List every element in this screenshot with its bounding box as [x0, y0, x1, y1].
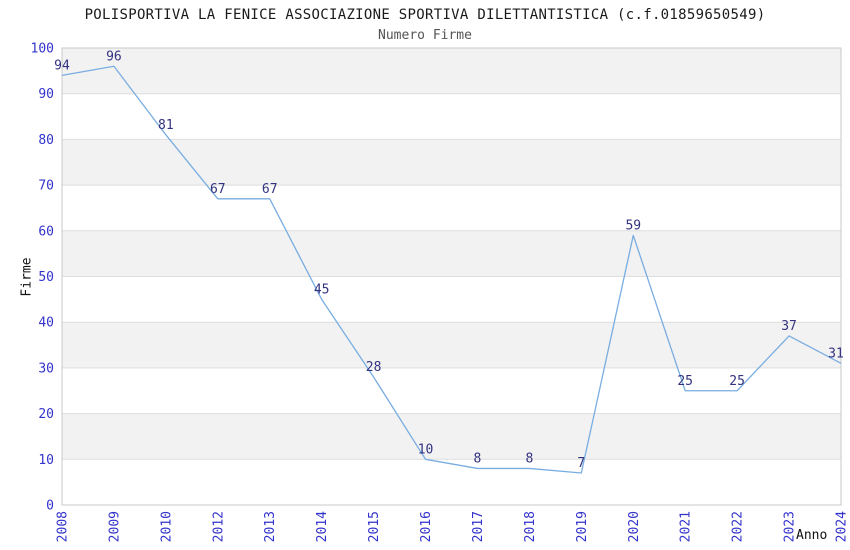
point-label: 8: [474, 451, 482, 466]
x-tick-label: 2008: [56, 511, 71, 542]
point-label: 10: [418, 442, 434, 457]
plot-band: [62, 413, 841, 460]
point-label: 8: [525, 451, 533, 466]
x-tick-label: 2013: [263, 511, 278, 542]
plot-band: [62, 322, 841, 368]
x-tick-label: 2018: [523, 511, 538, 542]
x-tick-label: 2021: [679, 511, 694, 542]
point-label: 7: [577, 456, 585, 471]
x-tick-label: 2024: [835, 511, 850, 542]
plot-band: [62, 276, 841, 323]
x-tick-label: 2016: [419, 511, 434, 542]
point-label: 94: [54, 58, 70, 73]
point-label: 37: [781, 319, 797, 334]
y-tick-label: 60: [38, 224, 54, 239]
point-label: 25: [677, 374, 693, 389]
plot-band: [62, 230, 841, 277]
y-tick-label: 100: [31, 42, 54, 57]
data-line: [61, 65, 842, 474]
chart-subtitle: Numero Firme: [378, 28, 472, 43]
x-tick-label: 2015: [367, 511, 382, 542]
y-tick-label: 20: [38, 407, 54, 422]
plot-band: [62, 459, 841, 505]
y-tick-label: 40: [38, 316, 54, 331]
x-tick-label: 2012: [211, 511, 226, 542]
point-label: 25: [729, 374, 745, 389]
point-label: 28: [366, 360, 382, 375]
plot-band: [62, 93, 841, 140]
y-tick-label: 50: [38, 270, 54, 285]
point-label: 45: [314, 282, 330, 297]
plot-band: [62, 48, 841, 94]
chart-title: POLISPORTIVA LA FENICE ASSOCIAZIONE SPOR…: [84, 7, 766, 23]
x-tick-label: 2022: [731, 511, 746, 542]
plot-band: [62, 185, 841, 231]
y-tick-label: 30: [38, 361, 54, 376]
point-label: 96: [106, 49, 122, 64]
x-tick-label: 2014: [315, 511, 330, 542]
x-tick-label: 2010: [159, 511, 174, 542]
plot-border: [61, 47, 842, 506]
y-tick-label: 90: [38, 87, 54, 102]
point-label: 67: [210, 182, 226, 197]
x-axis-label: Anno: [796, 528, 828, 543]
point-label: 81: [158, 118, 174, 133]
x-tick-label: 2017: [471, 511, 486, 542]
y-tick-label: 70: [38, 179, 54, 194]
y-tick-label: 0: [46, 499, 54, 514]
point-label: 59: [625, 218, 641, 233]
point-label: 67: [262, 182, 278, 197]
x-tick-label: 2023: [783, 511, 798, 542]
y-tick-label: 10: [38, 453, 54, 468]
x-tick-label: 2020: [627, 511, 642, 542]
point-label: 31: [828, 346, 844, 361]
x-tick-label: 2009: [107, 511, 122, 542]
y-tick-label: 80: [38, 133, 54, 148]
x-tick-label: 2019: [575, 511, 590, 542]
plot-band: [62, 139, 841, 186]
